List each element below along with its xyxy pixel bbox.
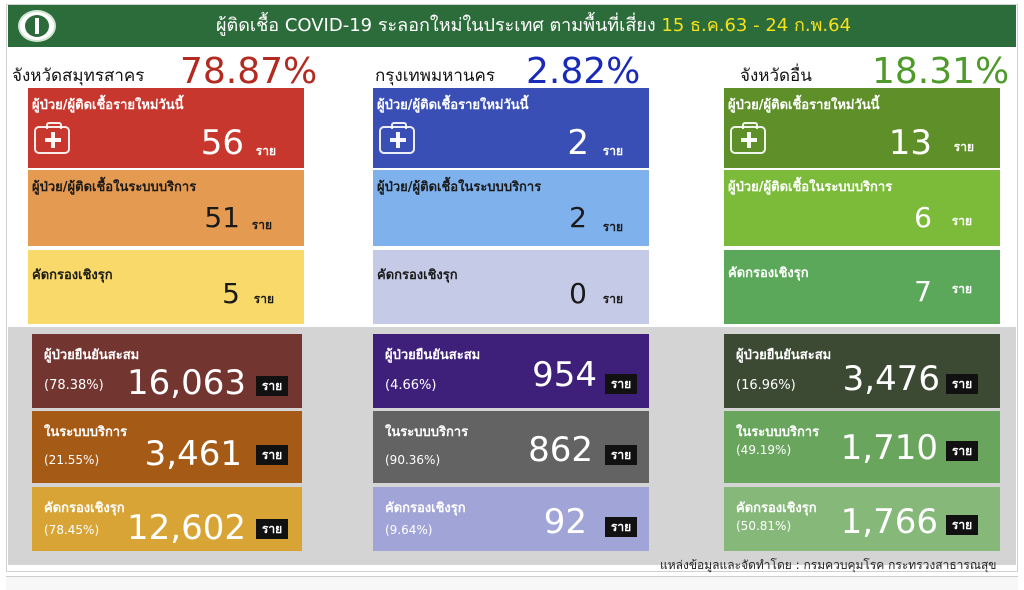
summary-label: ผู้ป่วยยืนยันสะสม xyxy=(44,348,140,363)
title-main: ผู้ติดเชื้อ COVID-19 ระลอกใหม่ในประเทศ ต… xyxy=(216,15,656,36)
card-label: ผู้ป่วย/ผู้ติดเชื้อในระบบบริการ xyxy=(32,180,197,195)
title-dates: 15 ธ.ค.63 - 24 ก.พ.64 xyxy=(661,15,852,36)
summary-cumulative-samut-sakhon: ผู้ป่วยยืนยันสะสม (78.38%) 16,063 ราย xyxy=(32,334,302,408)
first-aid-kit-icon xyxy=(730,122,766,154)
summary-percent: (4.66%) xyxy=(385,378,437,393)
card-label: คัดกรองเชิงรุก xyxy=(728,266,809,281)
page-title: ผู้ติดเชื้อ COVID-19 ระลอกใหม่ในประเทศ ต… xyxy=(216,5,851,47)
card-unit: ราย xyxy=(602,292,623,306)
summary-active-screening-other-provinces: คัดกรองเชิงรุก (50.81%) 1,766 ราย xyxy=(724,487,1000,551)
first-aid-kit-icon xyxy=(379,122,415,154)
summary-label: ผู้ป่วยยืนยันสะสม xyxy=(385,348,481,363)
first-aid-kit-icon xyxy=(34,122,70,154)
card-value: 13 xyxy=(888,123,932,163)
summary-value: 954 xyxy=(532,355,597,395)
summary-label: คัดกรองเชิงรุก xyxy=(385,501,466,516)
region-percent-bangkok: 2.82% xyxy=(526,51,641,92)
summary-unit: ราย xyxy=(946,374,978,394)
card-active-screening-bangkok: คัดกรองเชิงรุก 0 ราย xyxy=(373,250,649,324)
card-value: 51 xyxy=(204,201,240,234)
card-active-screening-other-provinces: คัดกรองเชิงรุก 7 ราย xyxy=(724,250,1000,324)
summary-unit: ราย xyxy=(256,376,288,396)
summary-percent: (9.64%) xyxy=(385,523,433,537)
card-label: ผู้ป่วย/ผู้ติดเชื้อรายใหม่วันนี้ xyxy=(32,98,184,113)
card-in-service-samut-sakhon: ผู้ป่วย/ผู้ติดเชื้อในระบบบริการ ผู้ป่วย/… xyxy=(28,170,304,246)
card-value: 7 xyxy=(914,275,932,308)
bottom-strip xyxy=(6,576,1018,590)
region-percent-other-provinces: 18.31% xyxy=(872,51,1010,92)
summary-percent: (78.38%) xyxy=(44,378,104,393)
summary-unit: ราย xyxy=(605,445,637,465)
card-value: 2 xyxy=(569,201,587,234)
source-credit: แหล่งข้อมูลและจัดทำโดย : กรมควบคุมโรค กร… xyxy=(660,558,997,572)
summary-value: 16,063 xyxy=(127,363,246,403)
card-value: 56 xyxy=(200,123,244,163)
summary-unit: ราย xyxy=(946,441,978,461)
summary-in-service-samut-sakhon: ในระบบบริการ (21.55%) 3,461 ราย xyxy=(32,411,302,483)
summary-in-service-bangkok: ในระบบบริการ (90.36%) 862 ราย xyxy=(373,411,649,483)
card-unit: ราย xyxy=(951,214,972,228)
card-in-service-bangkok: ผู้ป่วย/ผู้ติดเชื้อในระบบบริการ 2 ราย xyxy=(373,170,649,246)
card-unit: ราย xyxy=(953,140,974,154)
summary-in-service-other-provinces: ในระบบบริการ (49.19%) 1,710 ราย xyxy=(724,411,1000,483)
card-value: 0 xyxy=(569,277,587,310)
card-label: ผู้ป่วย/ผู้ติดเชื้อรายใหม่วันนี้ xyxy=(728,98,880,113)
card-label: คัดกรองเชิงรุก xyxy=(377,268,458,283)
card-label: คัดกรองเชิงรุก xyxy=(32,268,113,283)
summary-percent: (16.96%) xyxy=(736,378,796,393)
region-name-other-provinces: จังหวัดอื่น xyxy=(740,66,812,86)
summary-unit: ราย xyxy=(946,515,978,535)
summary-unit: ราย xyxy=(605,517,637,537)
card-value: 2 xyxy=(567,123,589,163)
card-label: ผู้ป่วย/ผู้ติดเชื้อในระบบบริการ xyxy=(377,180,542,195)
summary-label: คัดกรองเชิงรุก xyxy=(44,501,125,516)
summary-unit: ราย xyxy=(256,445,288,465)
card-new-cases-other-provinces: ผู้ป่วย/ผู้ติดเชื้อรายใหม่วันนี้ 13 ราย xyxy=(724,88,1000,168)
summary-value: 1,766 xyxy=(840,502,938,542)
summary-unit: ราย xyxy=(605,374,637,394)
summary-label: ในระบบบริการ xyxy=(385,425,469,440)
card-new-cases-samut-sakhon: ผู้ป่วย/ผู้ติดเชื้อรายใหม่วันนี้ 56 ราย xyxy=(28,88,304,168)
card-unit: ราย xyxy=(602,220,623,234)
card-new-cases-bangkok: ผู้ป่วย/ผู้ติดเชื้อรายใหม่วันนี้ 2 ราย xyxy=(373,88,649,168)
summary-label: ในระบบบริการ xyxy=(736,425,820,440)
card-value: 5 xyxy=(222,277,240,310)
summary-percent: (78.45%) xyxy=(44,523,100,537)
summary-value: 12,602 xyxy=(127,508,246,548)
summary-percent: (50.81%) xyxy=(736,519,792,533)
card-unit: ราย xyxy=(255,144,276,158)
summary-cumulative-bangkok: ผู้ป่วยยืนยันสะสม (4.66%) 954 ราย xyxy=(373,334,649,408)
ministry-logo-icon xyxy=(18,10,56,42)
card-in-service-other-provinces: ผู้ป่วย/ผู้ติดเชื้อในระบบบริการ 6 ราย xyxy=(724,170,1000,246)
card-unit: ราย xyxy=(951,282,972,296)
card-unit: ราย xyxy=(253,292,274,306)
region-percent-samut-sakhon: 78.87% xyxy=(180,51,318,92)
card-label: ผู้ป่วย/ผู้ติดเชื้อในระบบบริการ xyxy=(728,180,893,195)
summary-active-screening-samut-sakhon: คัดกรองเชิงรุก (78.45%) 12,602 ราย xyxy=(32,487,302,551)
summary-cumulative-other-provinces: ผู้ป่วยยืนยันสะสม (16.96%) 3,476 ราย xyxy=(724,334,1000,408)
card-unit: ราย xyxy=(251,218,272,232)
summary-label: ในระบบบริการ xyxy=(44,425,128,440)
summary-value: 3,461 xyxy=(144,434,242,474)
summary-value: 1,710 xyxy=(840,428,938,468)
summary-value: 862 xyxy=(528,430,593,470)
summary-unit: ราย xyxy=(256,519,288,539)
card-label: ผู้ป่วย/ผู้ติดเชื้อรายใหม่วันนี้ xyxy=(377,98,529,113)
summary-percent: (49.19%) xyxy=(736,443,792,457)
summary-label: คัดกรองเชิงรุก xyxy=(736,501,817,516)
card-active-screening-samut-sakhon: คัดกรองเชิงรุก 5 ราย xyxy=(28,250,304,324)
summary-percent: (21.55%) xyxy=(44,453,100,467)
region-name-samut-sakhon: จังหวัดสมุทรสาคร xyxy=(12,66,145,86)
card-value: 6 xyxy=(914,201,932,234)
card-unit: ราย xyxy=(602,144,623,158)
summary-value: 92 xyxy=(543,502,587,542)
summary-label: ผู้ป่วยยืนยันสะสม xyxy=(736,348,832,363)
header-bar: ผู้ติดเชื้อ COVID-19 ระลอกใหม่ในประเทศ ต… xyxy=(8,5,1016,47)
region-name-bangkok: กรุงเทพมหานคร xyxy=(375,66,496,86)
summary-active-screening-bangkok: คัดกรองเชิงรุก (9.64%) 92 ราย xyxy=(373,487,649,551)
summary-value: 3,476 xyxy=(842,359,940,399)
summary-percent: (90.36%) xyxy=(385,453,441,467)
